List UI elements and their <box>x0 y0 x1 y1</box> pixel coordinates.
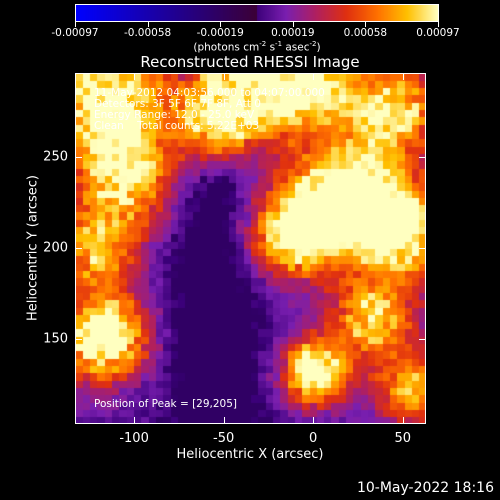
rhessi-image-plot: 11-May-2012 04:03:56.000 to 04:07:00.000… <box>75 73 426 424</box>
colorbar-tick-label: -0.00097 <box>51 27 99 39</box>
x-axis-label: Heliocentric X (arcsec) <box>176 447 324 462</box>
colorbar-tick <box>75 22 76 27</box>
colorbar-tick-label: 0.00019 <box>271 27 315 39</box>
colorbar-tick-label: 0.00058 <box>343 27 388 39</box>
image-title: Reconstructed RHESSI Image <box>140 53 360 71</box>
x-tick <box>134 417 136 423</box>
colorbar <box>75 4 439 22</box>
info-total-counts: Clean Total counts: 5.22E+03 <box>94 120 260 132</box>
y-tick <box>419 156 425 158</box>
x-tick-label: -100 <box>119 431 149 446</box>
colorbar-units: (photons cm-2 s-1 asec-2) <box>193 40 321 54</box>
colorbar-tick-label: -0.00058 <box>123 27 172 39</box>
y-tick <box>76 247 82 249</box>
x-tick <box>223 417 225 423</box>
x-tick <box>223 74 225 80</box>
x-tick <box>134 74 136 80</box>
y-tick-label: 250 <box>43 149 68 165</box>
x-tick <box>402 417 404 423</box>
info-energy-range: Energy Range: 12.0 - 25.0 keV <box>94 109 255 121</box>
y-tick-label: 150 <box>43 331 68 347</box>
x-tick <box>313 417 315 423</box>
colorbar-tick <box>438 22 439 27</box>
y-axis-label: Heliocentric Y (arcsec) <box>25 175 41 321</box>
colorbar-tick <box>292 22 294 27</box>
timestamp: 10-May-2022 18:16 <box>356 480 494 496</box>
colorbar-tick <box>365 22 367 27</box>
heatmap <box>76 74 425 423</box>
peak-position: Position of Peak = [29,205] <box>94 398 238 410</box>
x-tick-label: 0 <box>309 431 318 446</box>
colorbar-tick-label: 0.00097 <box>416 27 460 39</box>
y-tick <box>419 247 425 249</box>
x-tick-label: 50 <box>394 431 411 446</box>
y-tick <box>76 338 82 340</box>
colorbar-tick-label: -0.00019 <box>196 27 244 39</box>
info-detectors: Detectors: 3F 5F 6F 7F 8F, Att 0 <box>94 98 261 110</box>
y-tick <box>76 156 82 158</box>
y-tick <box>419 338 425 340</box>
info-time-range: 11-May-2012 04:03:56.000 to 04:07:00.000 <box>94 87 325 99</box>
colorbar-tick <box>220 22 222 27</box>
x-tick <box>402 74 404 80</box>
x-tick <box>313 74 315 80</box>
y-tick-label: 200 <box>43 240 68 256</box>
x-tick-label: -50 <box>213 431 235 446</box>
colorbar-tick <box>147 22 149 27</box>
